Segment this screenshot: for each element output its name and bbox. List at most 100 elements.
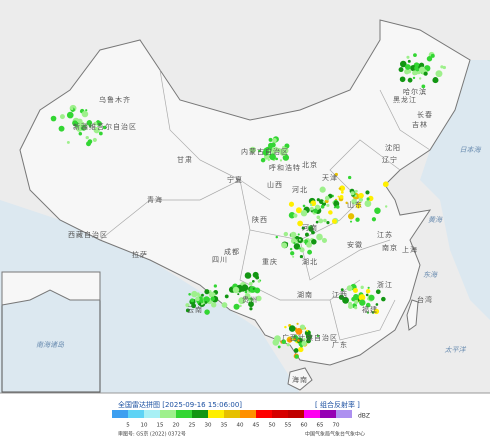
echo-cell	[74, 121, 79, 126]
echo-cell	[315, 220, 319, 224]
echo-cell	[293, 338, 296, 341]
echo-cell	[281, 339, 287, 344]
region-label: 陕西	[252, 215, 268, 224]
echo-cell	[351, 198, 358, 205]
echo-cell	[286, 343, 290, 347]
echo-cell	[384, 205, 388, 208]
province-borders	[99, 69, 431, 341]
region-label: 河南	[302, 223, 318, 232]
echo-cell	[295, 207, 302, 214]
echo-cell	[86, 141, 91, 147]
echo-cell	[293, 213, 298, 218]
region-label: 长春	[417, 110, 433, 119]
echo-cell	[368, 294, 375, 301]
echo-cell	[371, 217, 377, 222]
echo-cell	[295, 328, 303, 335]
legend-product: [ 组合反射率 ]	[315, 400, 360, 409]
echo-cell	[375, 289, 381, 295]
legend-swatch	[144, 410, 160, 418]
echo-cell	[316, 233, 323, 241]
echo-cell	[404, 68, 410, 75]
echo-cell	[334, 172, 338, 177]
echo-cell	[324, 195, 330, 201]
region-label: 青海	[147, 195, 163, 204]
region-label: 宁夏	[227, 175, 243, 184]
legend-tick-label: 25	[189, 423, 196, 429]
echo-cell	[304, 232, 309, 237]
echo-cell	[200, 300, 204, 304]
legend-swatch	[224, 410, 240, 418]
echo-cell	[347, 213, 355, 220]
echo-cell	[191, 303, 196, 309]
region-label: 甘肃	[177, 155, 193, 164]
echo-cell	[264, 152, 267, 156]
region-label: 吉林	[412, 120, 428, 129]
echo-cell	[281, 242, 288, 249]
legend-swatch	[192, 410, 208, 418]
echo-cell	[244, 293, 251, 300]
legend-swatch	[176, 410, 192, 418]
legend-tick-label: 70	[333, 423, 340, 429]
echo-cell	[365, 302, 371, 308]
echo-cell	[224, 294, 229, 299]
echo-cell	[288, 325, 296, 332]
echo-cell	[84, 124, 87, 127]
echo-cell	[294, 354, 299, 359]
echo-cell	[248, 281, 253, 286]
region-label: 北京	[302, 160, 318, 169]
echo-cell	[366, 297, 370, 301]
echo-cell	[331, 218, 337, 224]
echo-cell	[375, 303, 379, 306]
region-label: 西藏自治区	[68, 230, 108, 239]
echo-cell	[354, 194, 357, 198]
echo-cell	[66, 140, 70, 144]
echo-cell	[328, 210, 332, 215]
echo-cell	[260, 157, 266, 163]
legend-swatch	[256, 410, 272, 418]
echo-cell	[93, 126, 100, 134]
echo-cell	[232, 286, 240, 294]
echo-cell	[338, 294, 345, 300]
sea-label: 黄海	[428, 216, 443, 224]
echo-cell	[365, 190, 370, 195]
legend-tick-label: 40	[237, 423, 244, 429]
echo-cell	[309, 203, 313, 207]
echo-cell	[274, 335, 281, 343]
region-label: 广东	[332, 340, 348, 349]
legend-tick-label: 20	[173, 423, 180, 429]
echo-cell	[318, 218, 324, 224]
region-label: 哈尔滨	[403, 87, 427, 96]
echo-cell	[185, 308, 190, 313]
echo-cell	[308, 226, 314, 232]
echo-cell	[318, 199, 324, 205]
echo-cell	[337, 195, 340, 198]
region-label: 湖北	[302, 257, 318, 266]
sea-label: 日本海	[460, 146, 482, 154]
echo-cell	[430, 53, 435, 58]
echo-cell	[316, 215, 321, 220]
echo-cell	[244, 272, 252, 279]
sea-label: 太平洋	[445, 346, 467, 354]
echo-cell	[237, 293, 240, 296]
echo-cell	[321, 237, 328, 243]
echo-cell	[413, 53, 417, 58]
legend-swatch	[112, 410, 128, 418]
echo-cell	[381, 296, 386, 302]
echo-cell	[297, 233, 300, 236]
legend-unit: dBZ	[358, 413, 370, 420]
region-label: 成都	[224, 247, 240, 256]
echo-cell	[78, 132, 83, 136]
echo-cell	[366, 311, 370, 314]
echo-cell	[333, 206, 337, 209]
echo-cell	[407, 77, 413, 83]
region-label: 南京	[382, 243, 398, 252]
echo-cell	[302, 204, 306, 208]
region-label: 江苏	[377, 230, 393, 239]
echo-cell	[208, 291, 215, 298]
echo-cell	[297, 339, 300, 342]
echo-cell	[365, 289, 371, 294]
echo-cell	[399, 60, 407, 68]
echo-cell	[267, 158, 271, 162]
echo-cell	[335, 205, 340, 209]
legend-swatch	[304, 410, 320, 418]
